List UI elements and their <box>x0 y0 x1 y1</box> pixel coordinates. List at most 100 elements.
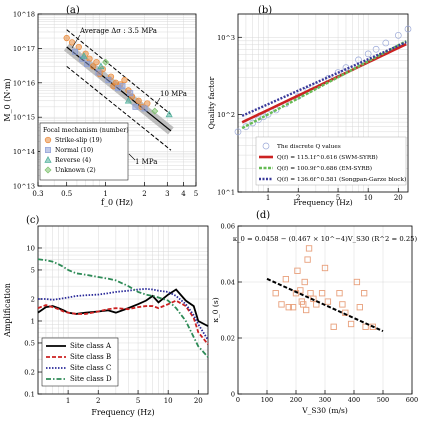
legend-label-c-0: Site class A <box>70 342 112 350</box>
a-ytick-label: 10^13 <box>13 183 35 191</box>
a-ytick-label: 10^17 <box>13 45 35 53</box>
d-xtick-label: 400 <box>348 396 360 404</box>
a-ylabel: M_0 (N·m) <box>3 78 12 121</box>
legend-label-c-3: Site class D <box>70 375 112 383</box>
legend-label-2: Reverse (4) <box>55 157 91 164</box>
c-xtick-label: 1 <box>66 397 70 405</box>
qf-line-1 <box>241 40 407 130</box>
discrete-q-marker <box>394 31 402 39</box>
kappa-point <box>285 304 292 311</box>
c-xlabel: Frequency (Hz) <box>91 408 154 417</box>
legend-marker-3 <box>44 166 52 174</box>
legend-label-c-2: Site class C <box>70 364 111 372</box>
kappa-point <box>304 256 311 263</box>
point-0 <box>135 97 142 104</box>
a-xlabel: f_0 (Hz) <box>101 198 133 207</box>
legend-marker-0 <box>44 136 52 144</box>
annot-average: Average Δσ : 3.5 MPa <box>79 27 157 35</box>
site-class-line-0 <box>37 288 209 327</box>
point-1 <box>119 83 126 90</box>
panel-b-legend: The discrete Q values Q(f) = 115.1f^0.616… <box>255 136 406 186</box>
stress-line-2 <box>66 65 172 151</box>
legend-label-b-3: Q(f) = 136.6f^0.581 (Songpan-Garze block… <box>277 176 406 183</box>
stress-line-1 <box>66 29 172 115</box>
kappa-fit-line <box>266 277 384 333</box>
discrete-q-marker <box>364 50 372 58</box>
kappa-point <box>272 290 279 297</box>
site-class-line-2 <box>38 288 209 341</box>
kappa-point <box>305 245 313 252</box>
legend-box <box>39 122 129 181</box>
point-1 <box>84 61 91 68</box>
legend-marker-disc <box>262 142 270 150</box>
kappa-point <box>324 298 332 305</box>
b-xtick-label: 20 <box>394 194 403 202</box>
site-class-line-1 <box>37 299 209 345</box>
qf-line-2 <box>241 41 407 117</box>
legend-label-0: Strike-slip (19) <box>55 137 102 144</box>
kappa-point <box>330 323 337 330</box>
point-2 <box>124 96 132 104</box>
panel-c-label: (c) <box>26 215 40 226</box>
d-ytick-label: 0.02 <box>221 335 235 343</box>
annot-10mpa: 10 MPa <box>160 90 187 98</box>
kappa-point <box>321 264 329 272</box>
kappa-point <box>301 278 308 286</box>
site-class-line-3 <box>37 258 209 358</box>
panel-a: (a) 0.3 0.5 1 2 3 4 5 10^13 10^14 10^15 10^16 10^17… <box>3 5 198 207</box>
kappa-point <box>361 290 368 297</box>
kappa-point <box>353 278 361 286</box>
a-xtick-label: 2 <box>142 190 146 198</box>
a-ytick-label: 10^14 <box>13 148 35 156</box>
d-xlabel: V_S30 (m/s) <box>301 406 348 415</box>
discrete-q-marker <box>404 25 412 33</box>
d-xtick-label: 200 <box>290 396 302 404</box>
kappa-point <box>356 304 363 311</box>
a-ytick-label: 10^15 <box>13 114 35 122</box>
kappa-point <box>294 267 301 274</box>
point-3 <box>151 107 159 115</box>
point-3 <box>102 58 110 66</box>
point-0 <box>121 76 128 84</box>
d-xtick-label: 0 <box>236 396 240 404</box>
a-xtick-label: 0.5 <box>61 190 72 198</box>
d-xtick-label: 100 <box>261 396 273 404</box>
c-xtick-label: 20 <box>194 397 203 405</box>
b-xtick-label: 5 <box>336 194 340 202</box>
legend-label-b-1: Q(f) = 115.1f^0.616 (SWM-SYRB) <box>277 154 378 161</box>
legend-title: Focal mechanism (number) <box>43 127 129 134</box>
panel-a-label: (a) <box>66 5 80 16</box>
panel-a-frame <box>37 13 197 187</box>
point-0 <box>89 63 97 70</box>
kappa-point <box>278 301 285 308</box>
annot-average-pointer <box>71 34 81 49</box>
panel-a-legend: Focal mechanism (number) Strike-slip (19… <box>39 122 129 181</box>
a-xtick-label: 0.3 <box>32 190 43 198</box>
d-ytick-label: 0.04 <box>221 279 235 287</box>
legend-label-3: Unknown (2) <box>55 167 96 174</box>
b-xtick-label: 10 <box>364 194 373 202</box>
d-ytick-label: 0 <box>231 391 235 399</box>
panel-b-frame <box>237 13 409 193</box>
c-ylabel: Amplification <box>3 283 12 338</box>
c-xtick-label: 5 <box>136 397 140 405</box>
legend-label-1: Normal (10) <box>55 147 93 154</box>
b-xtick-label: 2 <box>296 194 300 202</box>
kappa-point <box>307 290 314 297</box>
discrete-q-marker <box>255 116 262 124</box>
point-1 <box>132 103 139 110</box>
b-ytick-label: 10^2 <box>217 111 235 119</box>
c-ytick-label: 5 <box>31 266 35 274</box>
b-xlabel: Frequency (Hz) <box>293 198 352 207</box>
point-1 <box>72 48 78 55</box>
legend-label-b-2: Q(f) = 100.9f^0.686 (EM-SYRB) <box>277 165 372 172</box>
point-0 <box>63 34 70 42</box>
kappa-point <box>369 323 376 330</box>
kappa-point <box>339 301 346 308</box>
discrete-q-marker <box>234 128 242 136</box>
point-1 <box>105 77 112 84</box>
point-1 <box>127 90 134 97</box>
c-ytick-label: 1 <box>31 317 35 325</box>
